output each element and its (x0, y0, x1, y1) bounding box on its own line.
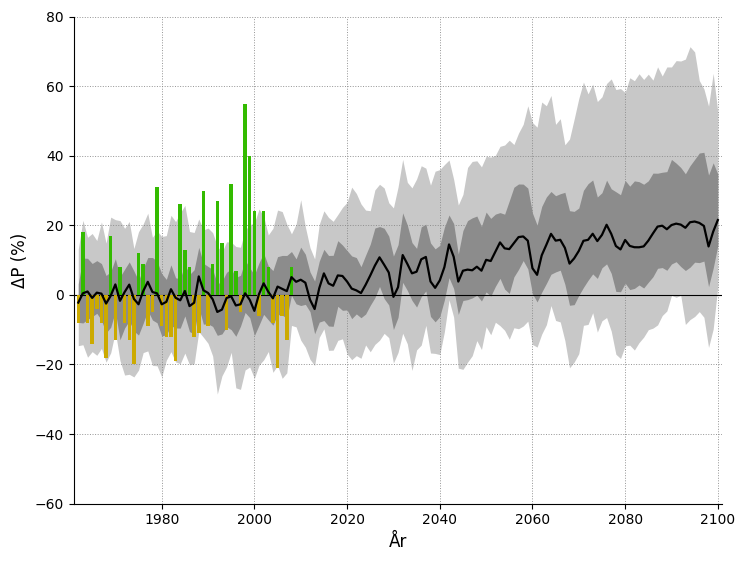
Bar (137, 253, 140, 295)
Bar (128, 295, 131, 340)
Bar (76, 295, 80, 323)
Bar (105, 295, 108, 357)
Bar (244, 103, 247, 295)
Bar (86, 295, 90, 323)
Bar (216, 201, 219, 295)
Bar (234, 270, 238, 295)
Bar (290, 267, 293, 295)
Bar (276, 295, 279, 368)
Bar (155, 187, 159, 295)
Bar (170, 295, 173, 337)
Bar (114, 295, 117, 340)
Bar (193, 295, 196, 337)
Bar (285, 295, 288, 340)
Bar (271, 295, 275, 323)
Bar (267, 267, 270, 295)
Y-axis label: ΔP (%): ΔP (%) (11, 233, 29, 288)
Bar (141, 264, 145, 295)
Bar (202, 191, 205, 295)
Bar (174, 295, 177, 361)
Bar (179, 205, 182, 295)
Bar (225, 295, 229, 330)
Bar (90, 295, 94, 343)
Bar (99, 295, 103, 323)
Bar (229, 184, 233, 295)
Bar (164, 295, 168, 337)
Bar (146, 295, 149, 326)
Bar (132, 295, 136, 365)
Bar (151, 295, 154, 312)
Bar (211, 264, 214, 295)
Bar (123, 295, 126, 323)
Bar (280, 295, 284, 316)
Bar (252, 211, 256, 295)
Bar (118, 267, 122, 295)
Bar (220, 243, 223, 295)
Bar (160, 295, 164, 326)
Bar (248, 156, 252, 295)
Bar (206, 295, 210, 326)
Bar (262, 211, 265, 295)
Bar (95, 295, 99, 309)
Bar (187, 267, 191, 295)
Bar (109, 236, 113, 295)
Bar (81, 232, 84, 295)
X-axis label: År: År (389, 533, 407, 551)
Bar (239, 295, 242, 312)
Bar (257, 295, 261, 316)
Bar (183, 250, 187, 295)
Bar (197, 295, 200, 333)
